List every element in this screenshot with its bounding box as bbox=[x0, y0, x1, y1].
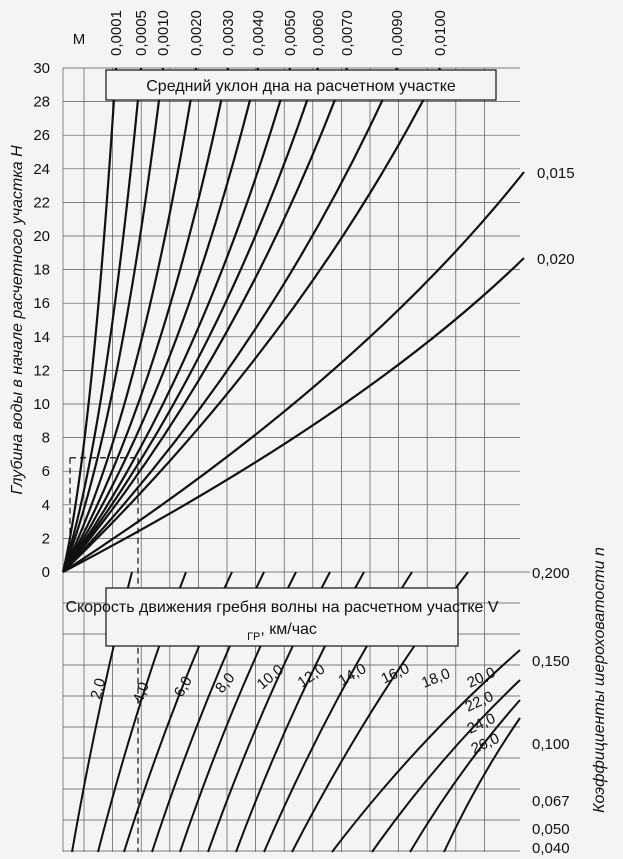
y-tick-label: 12 bbox=[33, 362, 50, 379]
slope-curve-0,0020 bbox=[62, 67, 198, 573]
slope-label: 0,0050 bbox=[282, 10, 299, 56]
slope-label: 0,0090 bbox=[389, 10, 406, 56]
slope-curve-0,0090 bbox=[62, 67, 399, 573]
slope-label: 0,0040 bbox=[250, 10, 267, 56]
y-tick-label: 6 bbox=[42, 463, 50, 480]
example-lines bbox=[69, 457, 139, 852]
slope-curve-0,015 bbox=[62, 171, 525, 573]
slope-label-right: 0,015 bbox=[537, 165, 575, 182]
slope-curve-0,0030 bbox=[62, 67, 230, 573]
velocity-line-24,0 bbox=[409, 699, 521, 853]
lower-title-box bbox=[105, 587, 459, 647]
slope-curve-0,0005 bbox=[61, 67, 143, 573]
velocity-label: 18,0 bbox=[419, 665, 452, 692]
left-axis-label: Глубина воды в начале расчетного участка… bbox=[9, 145, 26, 495]
slope-label: 0,0030 bbox=[220, 10, 237, 56]
n-tick-label: 0,040 bbox=[532, 840, 570, 857]
n-tick-label: 0,150 bbox=[532, 653, 570, 670]
velocity-label: 10,0 bbox=[254, 661, 287, 693]
velocity-line-20,0 bbox=[331, 649, 521, 853]
lower-title: Скорость движения гребня волны на расчет… bbox=[65, 599, 498, 616]
slope-curve-0,0040 bbox=[62, 67, 260, 573]
n-tick-label: 0,200 bbox=[532, 565, 570, 582]
y-tick-label: 18 bbox=[33, 262, 50, 279]
y-tick-label: 26 bbox=[33, 127, 50, 144]
upper-title-box bbox=[105, 69, 497, 101]
y-tick-label: 2 bbox=[42, 530, 50, 547]
y-tick-label: 28 bbox=[33, 94, 50, 111]
slope-label-right: 0,020 bbox=[537, 251, 575, 268]
slope-labels: 0,0001 0,0005 0,0010 0,0020 0,0030 0,0040 0,00… bbox=[108, 10, 449, 56]
y-tick-label: 0 bbox=[42, 564, 50, 581]
y-tick-label: 10 bbox=[33, 396, 50, 413]
slope-curves bbox=[61, 67, 525, 573]
n-tick-label: 0,100 bbox=[532, 736, 570, 753]
slope-axis-label: М bbox=[73, 31, 86, 48]
y-tick-label: 20 bbox=[33, 228, 50, 245]
slope-label: 0,0100 bbox=[432, 10, 449, 56]
n-tick-label: 0,050 bbox=[532, 821, 570, 838]
y-tick-label: 16 bbox=[33, 295, 50, 312]
slope-curve-0,0060 bbox=[62, 67, 320, 573]
velocity-line-26,0 bbox=[443, 717, 521, 853]
right-axis-label: Коэффициенты шероховатости n bbox=[591, 547, 608, 813]
n-tick-label: 0,067 bbox=[532, 793, 570, 810]
slope-label: 0,0005 bbox=[133, 10, 150, 56]
velocity-label: 16,0 bbox=[379, 660, 413, 688]
slope-curve-0,020 bbox=[62, 257, 525, 573]
velocity-label: 20,0 bbox=[465, 664, 499, 692]
y-tick-label: 4 bbox=[42, 497, 50, 514]
slope-label: 0,0010 bbox=[155, 10, 172, 56]
slope-curve-0,0070 bbox=[62, 67, 349, 573]
y-tick-label: 8 bbox=[42, 430, 50, 447]
velocity-label: 14,0 bbox=[336, 660, 370, 689]
y-tick-label: 22 bbox=[33, 194, 50, 211]
y-tick-label: 24 bbox=[33, 161, 50, 178]
velocity-line-22,0 bbox=[371, 679, 521, 853]
velocity-label: 2,0 bbox=[87, 676, 109, 701]
slope-label: 0,0070 bbox=[339, 10, 356, 56]
slope-curve-0,0001 bbox=[61, 67, 118, 573]
upper-title: Средний уклон дна на расчетном участке bbox=[146, 78, 456, 95]
slope-curve-0,0050 bbox=[62, 67, 292, 573]
y-tick-label: 14 bbox=[33, 329, 50, 346]
slope-label: 0,0001 bbox=[108, 10, 125, 56]
slope-label: 0,0060 bbox=[310, 10, 327, 56]
right-labels: 0,015 0,020 0,200 0,150 0,100 0,067 0,050 0,040 bbox=[532, 165, 575, 857]
slope-curve-0,0010 bbox=[61, 67, 165, 573]
slope-label: 0,0020 bbox=[188, 10, 205, 56]
velocity-label: 8,0 bbox=[212, 670, 238, 697]
slope-curve-0,0100 bbox=[62, 67, 441, 573]
lower-title-line2: ГР, км/час bbox=[247, 621, 317, 643]
velocity-label: 4,0 bbox=[130, 680, 153, 705]
y-tick-label: 30 bbox=[33, 60, 50, 77]
